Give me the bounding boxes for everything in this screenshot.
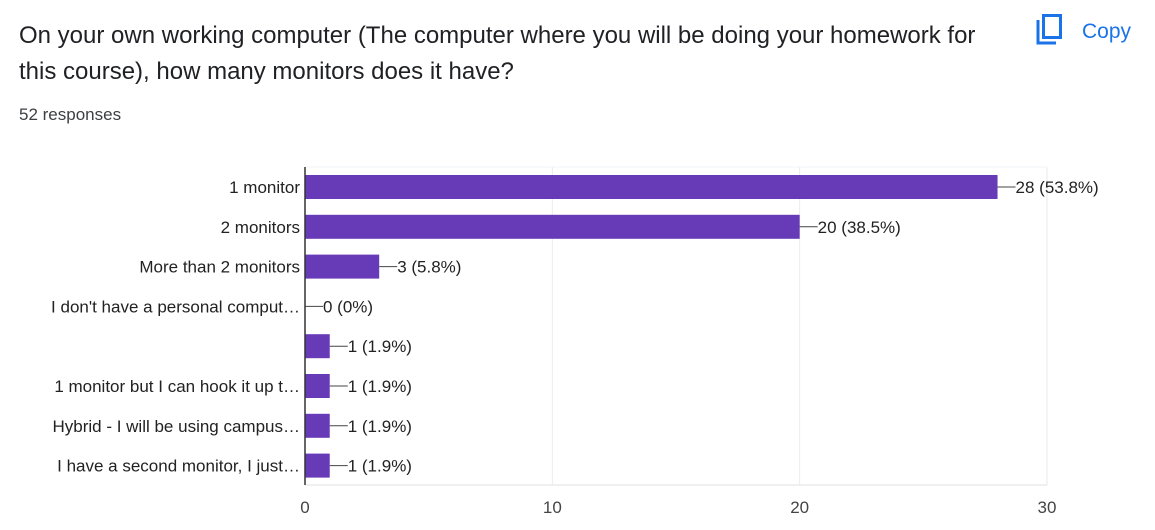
bar: [305, 374, 330, 398]
bar: [305, 175, 998, 199]
category-label: More than 2 monitors: [139, 258, 300, 277]
bar: [305, 453, 330, 478]
x-tick-label: 20: [790, 498, 809, 517]
copy-icon: [1036, 13, 1064, 51]
category-label: Hybrid - I will be using campus…: [52, 417, 300, 436]
data-label: 1 (1.9%): [348, 417, 412, 436]
copy-button-label: Copy: [1082, 20, 1132, 43]
category-label: 1 monitor but I can hook it up t…: [54, 377, 300, 396]
category-label: 1 monitor: [229, 178, 300, 197]
copy-button[interactable]: Copy: [1036, 13, 1146, 51]
bar: [305, 254, 380, 279]
x-tick-label: 0: [300, 498, 309, 517]
question-title: On your own working computer (The comput…: [19, 22, 976, 85]
data-label: 1 (1.9%): [348, 457, 412, 476]
data-label: 28 (53.8%): [1016, 178, 1099, 197]
bar: [305, 413, 330, 438]
bar: [305, 214, 800, 239]
data-label: 20 (38.5%): [818, 218, 901, 237]
data-label: 1 (1.9%): [348, 337, 412, 356]
data-label: 1 (1.9%): [348, 377, 412, 396]
data-label: 3 (5.8%): [397, 258, 461, 277]
data-label: 0 (0%): [323, 297, 373, 316]
bar: [305, 334, 330, 359]
x-tick-label: 30: [1038, 498, 1057, 517]
category-label: I don't have a personal comput…: [51, 297, 300, 316]
category-label: 2 monitors: [221, 218, 300, 237]
x-tick-label: 10: [543, 498, 562, 517]
category-label: I have a second monitor, I just…: [57, 457, 300, 476]
response-count: 52 responses: [19, 105, 122, 124]
